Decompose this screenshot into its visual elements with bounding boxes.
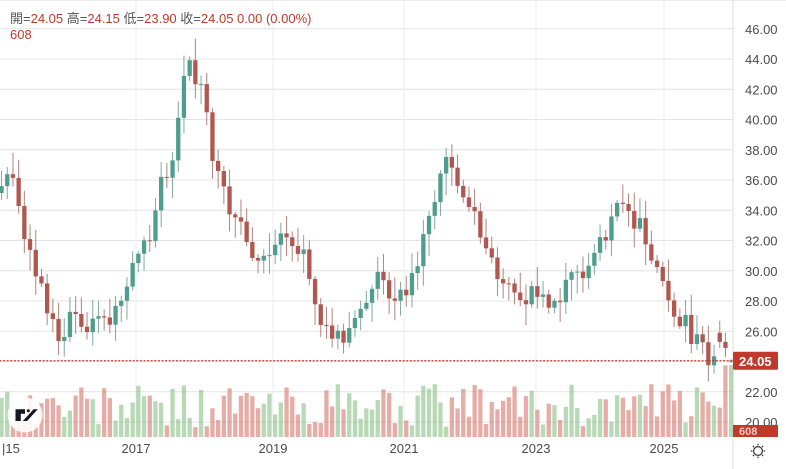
svg-text:26.00: 26.00 [745,324,778,339]
svg-text:40.00: 40.00 [745,113,778,128]
svg-text:2019: 2019 [259,441,288,456]
svg-text:42.00: 42.00 [745,82,778,97]
svg-text:36.00: 36.00 [745,173,778,188]
svg-text:46.00: 46.00 [745,22,778,37]
svg-text:608: 608 [739,426,757,438]
svg-text:2021: 2021 [390,441,419,456]
svg-text:22.00: 22.00 [745,385,778,400]
svg-text:2025: 2025 [650,441,679,456]
svg-text:34.00: 34.00 [745,203,778,218]
svg-text:30.00: 30.00 [745,264,778,279]
svg-text:38.00: 38.00 [745,143,778,158]
svg-text:32.00: 32.00 [745,234,778,249]
svg-text:2017: 2017 [122,441,151,456]
svg-text:2023: 2023 [522,441,551,456]
svg-text:24.05: 24.05 [739,354,772,369]
svg-text:|15: |15 [2,441,20,456]
svg-text:28.00: 28.00 [745,294,778,309]
svg-text:44.00: 44.00 [745,52,778,67]
